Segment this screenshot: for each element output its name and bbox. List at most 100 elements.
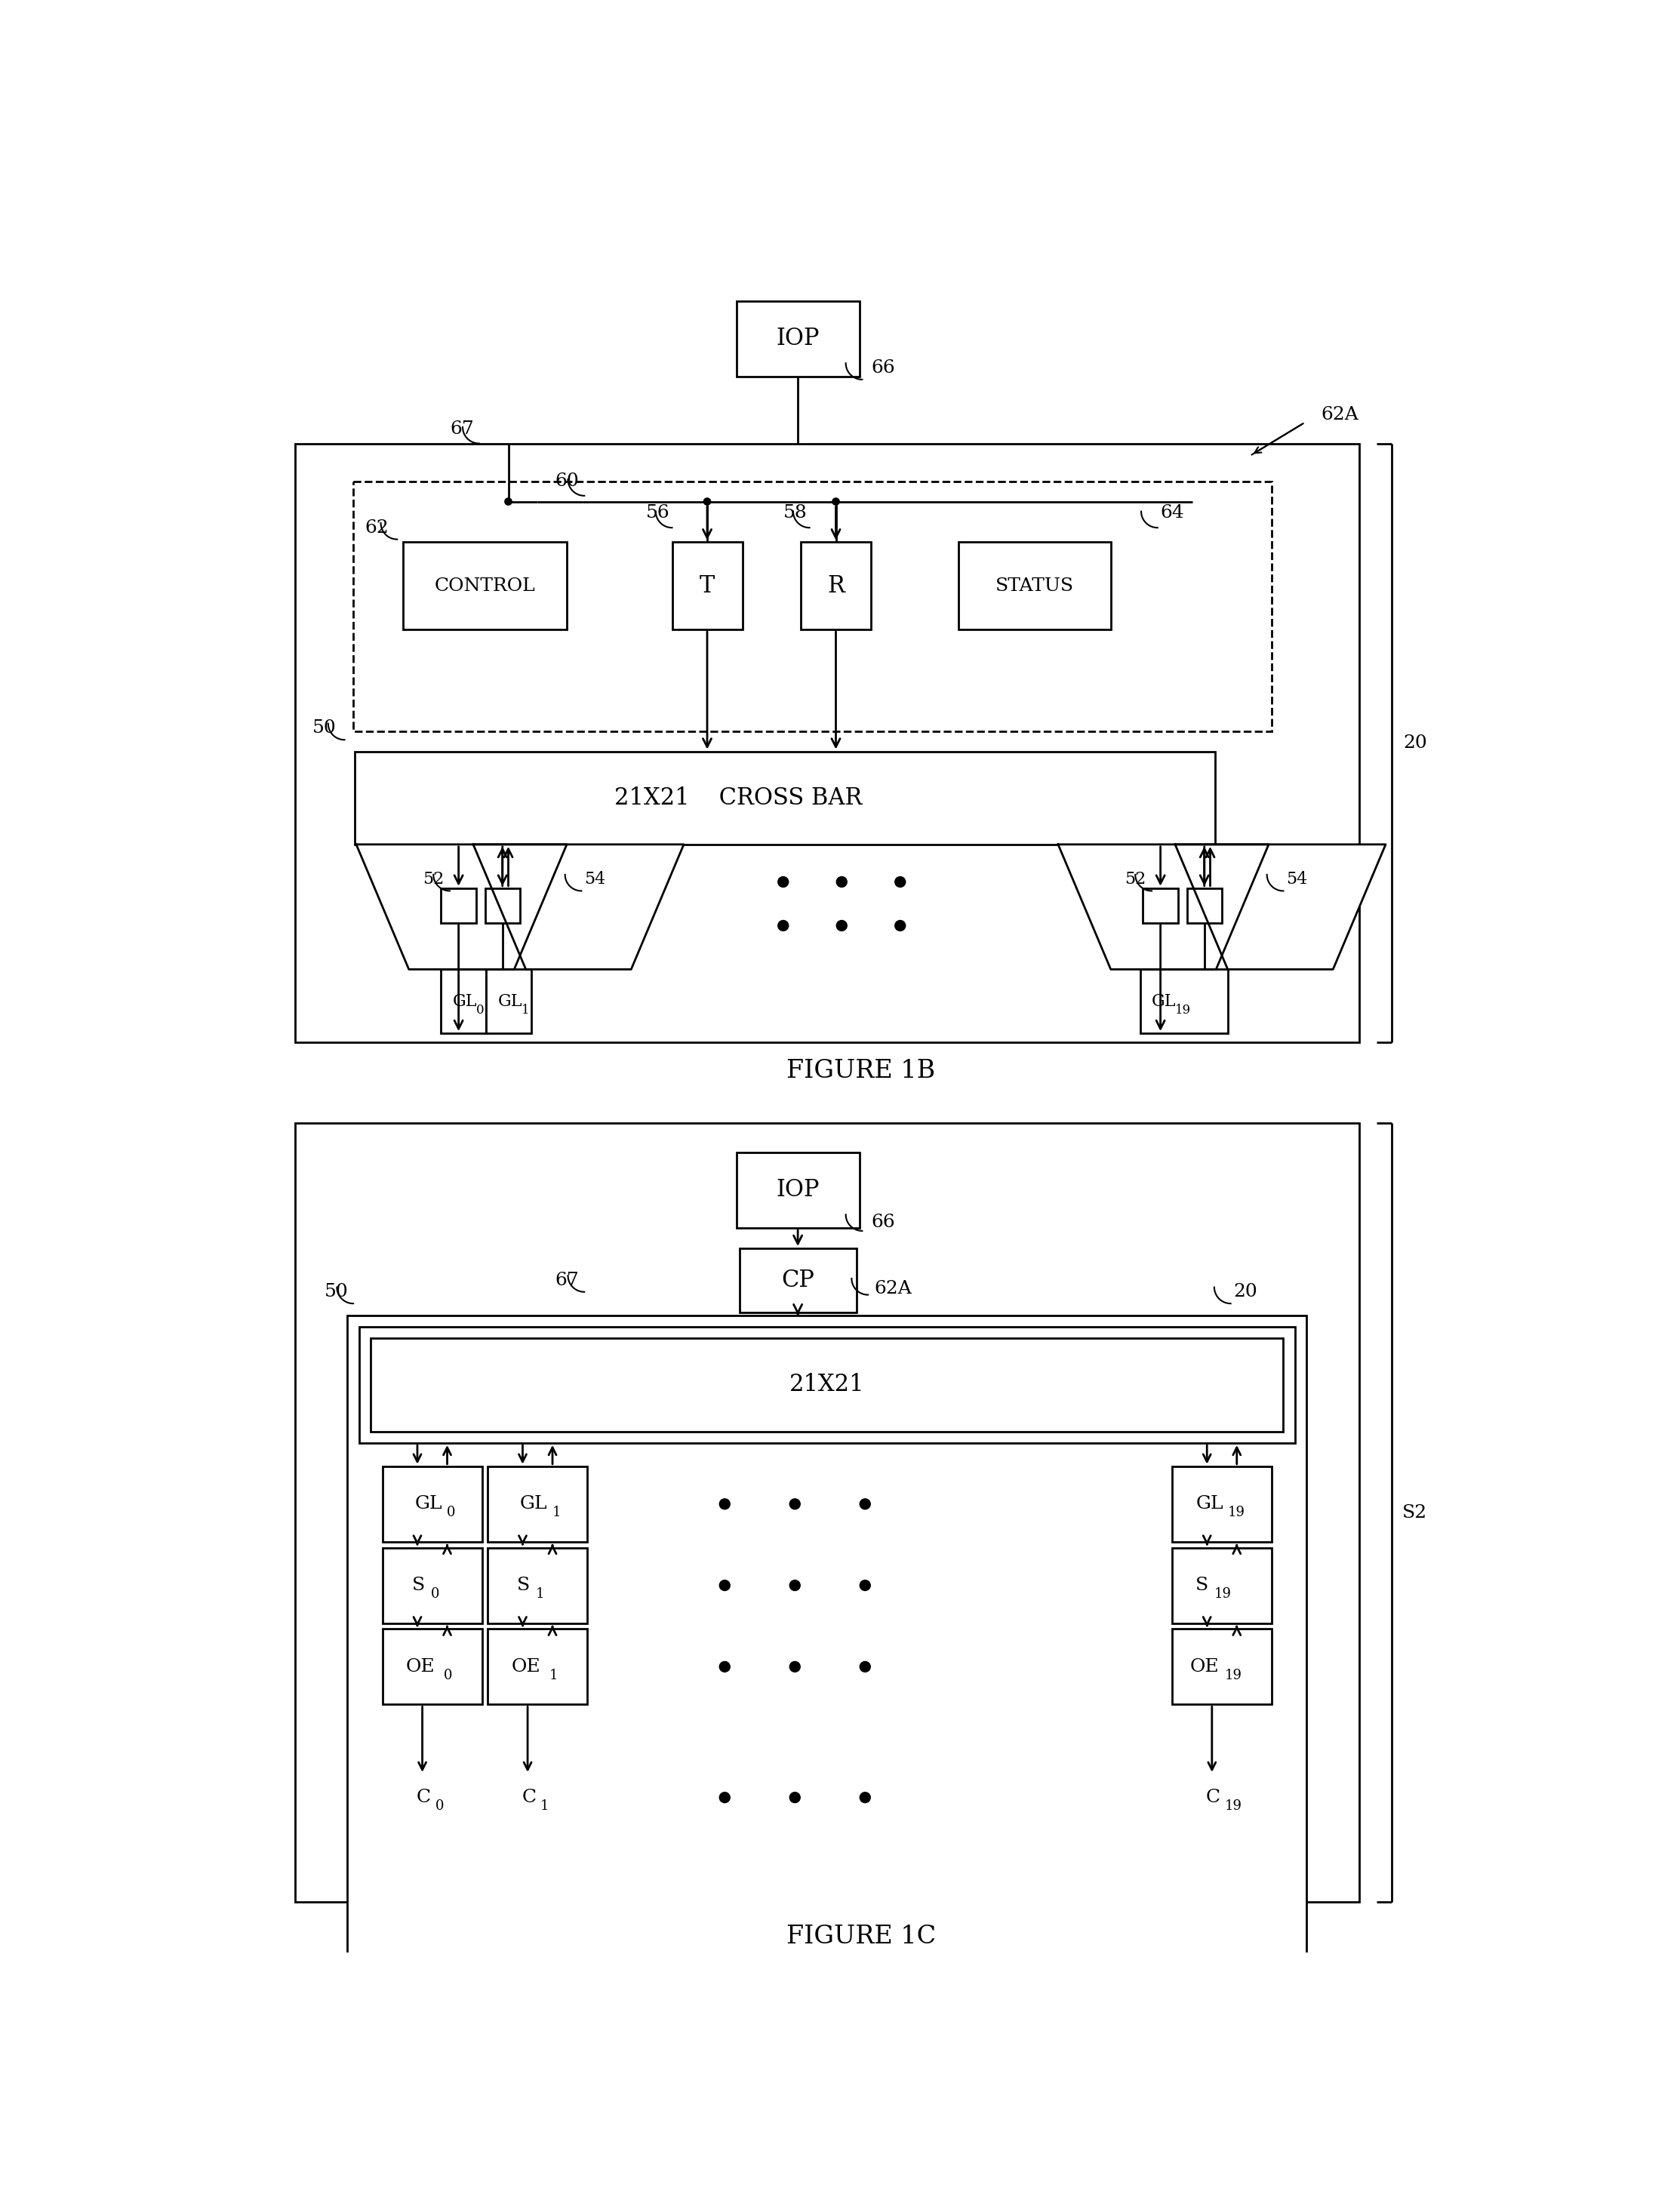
Circle shape: [790, 1580, 800, 1591]
Circle shape: [860, 1661, 870, 1672]
Text: 0: 0: [435, 1799, 444, 1812]
Bar: [442, 970, 486, 1033]
Circle shape: [719, 1792, 731, 1803]
Text: GL: GL: [1196, 1496, 1223, 1512]
Text: C: C: [522, 1788, 536, 1806]
Bar: [383, 1466, 482, 1542]
Text: GL: GL: [452, 994, 477, 1009]
Text: S: S: [412, 1577, 425, 1595]
Text: GL: GL: [497, 994, 522, 1009]
Polygon shape: [474, 845, 684, 970]
Circle shape: [790, 1499, 800, 1509]
Text: 62A: 62A: [874, 1281, 912, 1297]
Text: 62: 62: [365, 520, 390, 535]
Text: 52: 52: [423, 871, 444, 889]
Text: 19: 19: [1228, 1505, 1245, 1520]
Circle shape: [704, 498, 711, 505]
Circle shape: [719, 1580, 731, 1591]
Bar: [672, 542, 743, 630]
Text: C: C: [1206, 1788, 1221, 1806]
Text: 54: 54: [1287, 871, 1307, 889]
Circle shape: [895, 878, 906, 886]
Bar: [360, 1327, 1295, 1444]
Circle shape: [719, 1499, 731, 1509]
Bar: [354, 750, 1215, 845]
Bar: [442, 889, 475, 924]
Bar: [353, 480, 1272, 731]
Text: 1: 1: [549, 1670, 558, 1683]
Text: S: S: [517, 1577, 531, 1595]
Circle shape: [837, 921, 847, 930]
Text: S: S: [1196, 1577, 1208, 1595]
Circle shape: [860, 1580, 870, 1591]
Bar: [1186, 889, 1221, 924]
Text: 56: 56: [645, 505, 670, 522]
Text: 50: 50: [324, 1283, 348, 1301]
Polygon shape: [356, 845, 566, 970]
Text: 0: 0: [475, 1003, 484, 1016]
Text: OE: OE: [511, 1659, 541, 1676]
Text: 19: 19: [1215, 1586, 1231, 1602]
Bar: [294, 1123, 1359, 1902]
Text: 19: 19: [1174, 1003, 1191, 1016]
Bar: [294, 443, 1359, 1042]
Text: 62A: 62A: [1322, 406, 1359, 423]
Bar: [1173, 1466, 1272, 1542]
Bar: [739, 1248, 857, 1312]
Bar: [403, 542, 566, 630]
Circle shape: [790, 1661, 800, 1672]
Text: STATUS: STATUS: [996, 577, 1074, 595]
Bar: [486, 970, 531, 1033]
Text: 64: 64: [1161, 505, 1184, 522]
Text: 20: 20: [1403, 735, 1426, 750]
Circle shape: [837, 878, 847, 886]
Circle shape: [719, 1661, 731, 1672]
Text: CP: CP: [781, 1268, 815, 1292]
Text: S2: S2: [1403, 1505, 1428, 1520]
Text: GL: GL: [1152, 994, 1176, 1009]
Text: 52: 52: [1124, 871, 1146, 889]
Circle shape: [778, 921, 788, 930]
Text: 67: 67: [450, 421, 474, 437]
Text: 1: 1: [536, 1586, 544, 1602]
Text: 54: 54: [585, 871, 606, 889]
Text: 19: 19: [1225, 1670, 1242, 1683]
Text: IOP: IOP: [776, 327, 820, 351]
Text: 66: 66: [870, 360, 895, 377]
Bar: [1173, 1547, 1272, 1624]
Text: 0: 0: [444, 1670, 452, 1683]
Text: GL: GL: [415, 1496, 442, 1512]
Text: C: C: [417, 1788, 430, 1806]
Circle shape: [504, 498, 512, 505]
Circle shape: [790, 1792, 800, 1803]
Circle shape: [860, 1792, 870, 1803]
Text: FIGURE 1B: FIGURE 1B: [786, 1060, 936, 1084]
Text: 20: 20: [1233, 1283, 1258, 1301]
Bar: [383, 1547, 482, 1624]
Text: 19: 19: [1225, 1799, 1242, 1812]
Bar: [371, 1338, 1284, 1430]
Text: 1: 1: [541, 1799, 549, 1812]
Text: 0: 0: [430, 1586, 438, 1602]
Bar: [1141, 970, 1228, 1033]
Circle shape: [778, 878, 788, 886]
Text: 0: 0: [447, 1505, 455, 1520]
Text: 21X21: 21X21: [790, 1373, 865, 1398]
Text: 21X21    CROSS BAR: 21X21 CROSS BAR: [615, 785, 862, 810]
Bar: [736, 301, 858, 377]
Text: R: R: [827, 575, 845, 597]
Bar: [801, 542, 870, 630]
Bar: [383, 1628, 482, 1705]
Text: GL: GL: [521, 1496, 548, 1512]
Bar: [348, 1314, 1307, 2141]
Text: 50: 50: [312, 720, 336, 737]
Bar: [487, 1628, 588, 1705]
Text: 1: 1: [521, 1003, 529, 1016]
Polygon shape: [1174, 845, 1386, 970]
Bar: [487, 1547, 588, 1624]
Text: 60: 60: [554, 472, 580, 489]
Text: T: T: [699, 575, 714, 597]
Circle shape: [832, 498, 840, 505]
Circle shape: [860, 1499, 870, 1509]
Bar: [486, 889, 521, 924]
